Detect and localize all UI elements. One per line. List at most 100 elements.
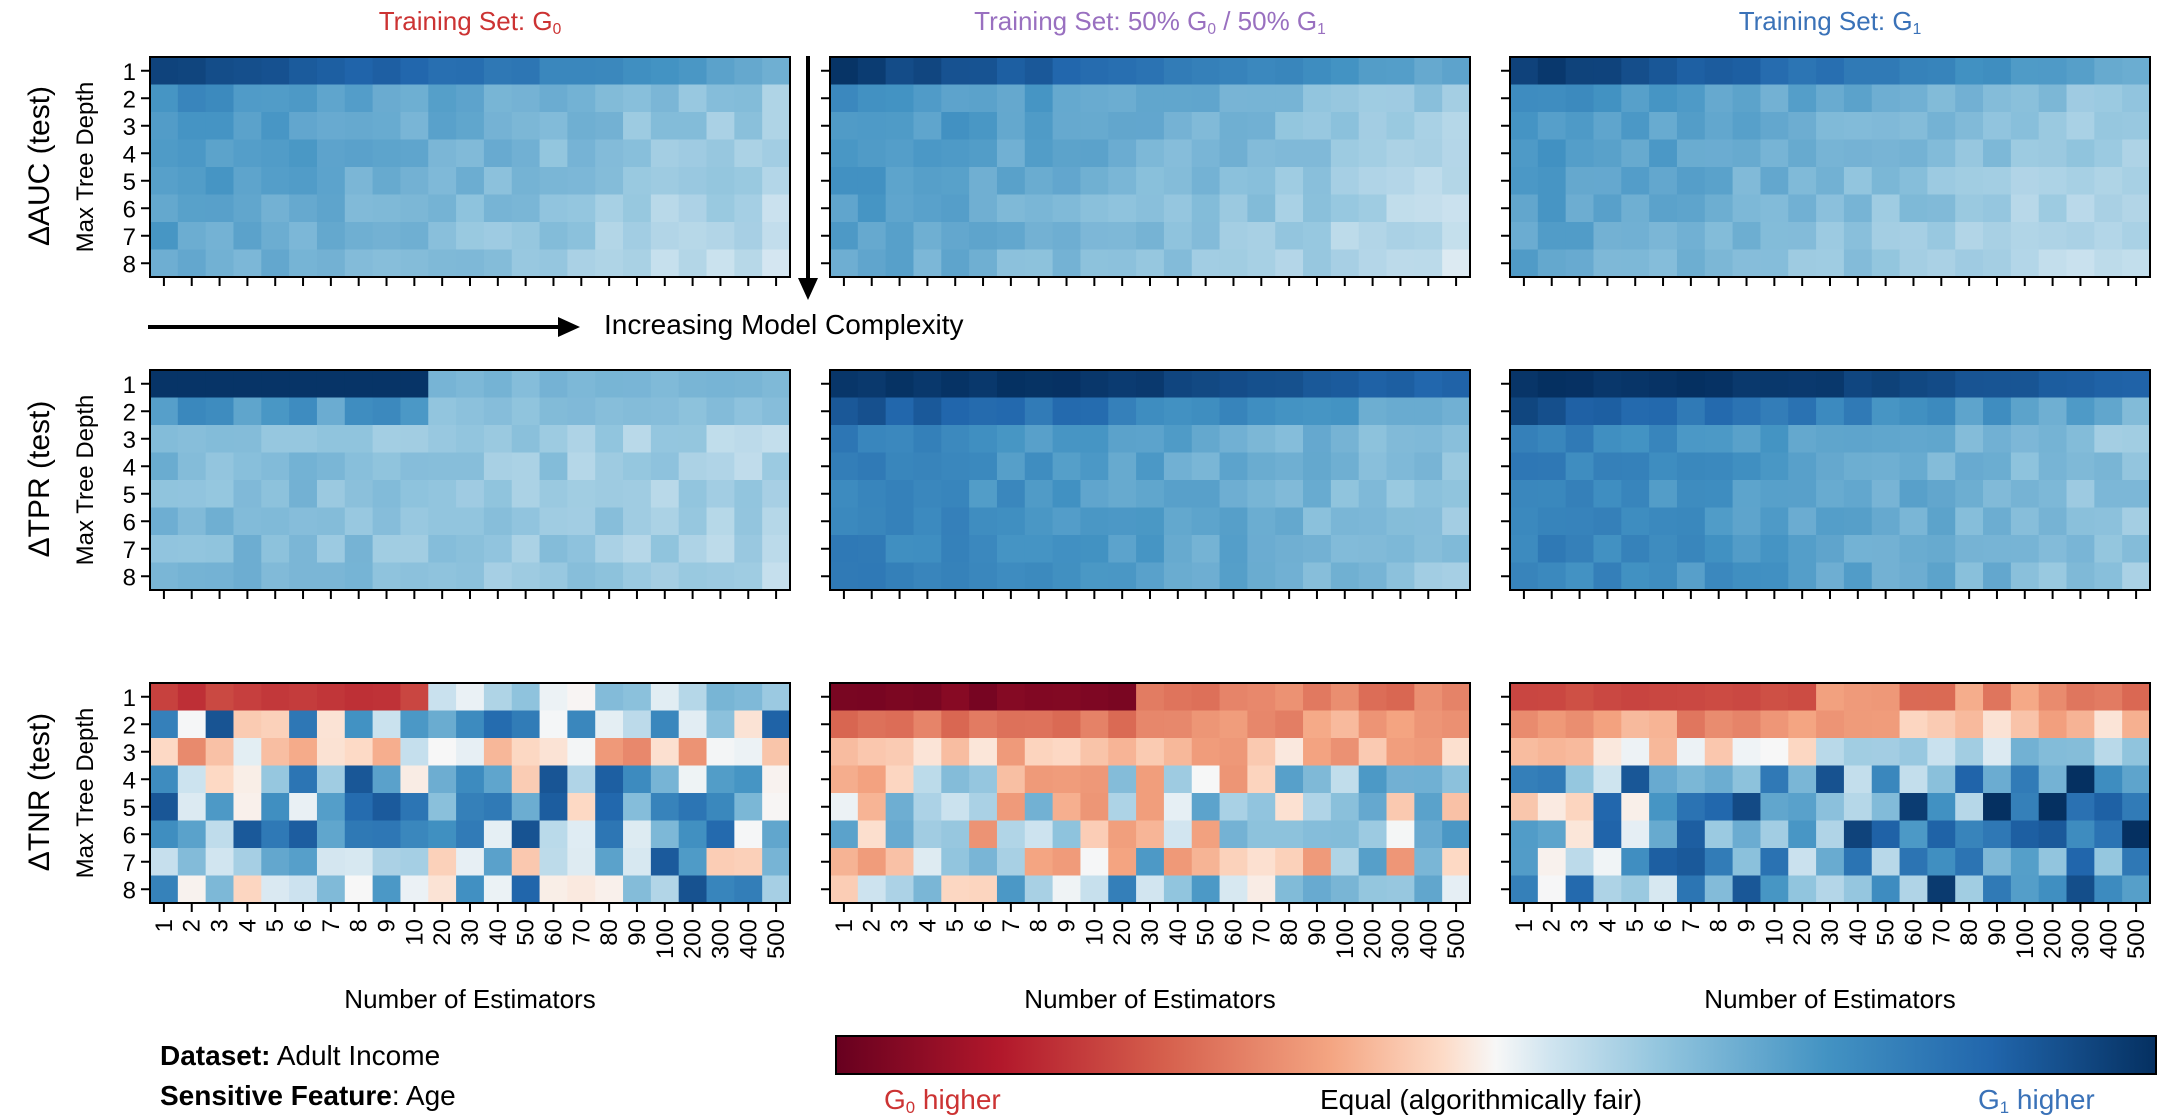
heatmap-cell (1386, 452, 1415, 481)
heatmap-cell (1136, 222, 1165, 251)
heatmap-cell (177, 249, 207, 278)
heatmap-cell (483, 452, 513, 481)
x-tick-label: 2 (1539, 919, 1566, 932)
heatmap-cell (316, 765, 346, 794)
heatmap-cell (177, 112, 207, 141)
heatmap-cell (1163, 84, 1193, 113)
heatmap-cell (428, 562, 457, 591)
heatmap-cell (1080, 112, 1109, 141)
x-tick-label: 1 (831, 919, 858, 932)
x-tick-label: 1 (151, 919, 178, 932)
heatmap-cell (1386, 738, 1415, 767)
x-tick-label: 200 (680, 919, 707, 959)
heatmap-cell (511, 535, 541, 564)
heatmap-cell (2094, 425, 2123, 454)
heatmap-cell (857, 820, 887, 849)
heatmap-cell (539, 249, 568, 278)
heatmap-cell (1219, 793, 1248, 822)
heatmap-cell (734, 793, 763, 822)
heatmap-cell (830, 84, 859, 113)
heatmap-cell (1843, 793, 1873, 822)
heatmap-cell (2094, 793, 2123, 822)
heatmap-cell (857, 738, 887, 767)
heatmap-cell (2122, 875, 2151, 904)
heatmap-cell (595, 507, 624, 536)
heatmap-cell (1899, 222, 1928, 251)
heatmap-cell (1080, 738, 1109, 767)
heatmap-cell (650, 397, 680, 426)
heatmap-cell (762, 452, 791, 481)
heatmap-cell (1052, 738, 1082, 767)
heatmap-cell (177, 765, 207, 794)
heatmap-cell (678, 480, 708, 509)
heatmap-cell (1247, 112, 1276, 141)
heatmap-cell (1510, 194, 1539, 223)
heatmap-cell (1386, 112, 1415, 141)
heatmap-cell (1303, 167, 1332, 196)
heatmap-cell (857, 480, 887, 509)
heatmap-cell (1927, 425, 1956, 454)
heatmap-cell (1732, 793, 1762, 822)
heatmap-cell (1358, 738, 1388, 767)
heatmap-cell (734, 562, 763, 591)
heatmap-cell (428, 535, 457, 564)
heatmap-cell (830, 167, 859, 196)
y-tick-label: 4 (123, 454, 136, 481)
heatmap-cell (762, 507, 791, 536)
heatmap-cell (678, 562, 708, 591)
heatmap-cell (1788, 875, 1817, 904)
heatmap-cell (1330, 507, 1360, 536)
heatmap-cell (1788, 112, 1817, 141)
heatmap-cell (2038, 738, 2068, 767)
heatmap-cell (2038, 57, 2068, 86)
heatmap-cell (1788, 710, 1817, 739)
heatmap-cell (1275, 820, 1304, 849)
heatmap-cell (372, 793, 402, 822)
heatmap-cell (1108, 820, 1137, 849)
heatmap-cell (205, 820, 235, 849)
heatmap-cell (1108, 848, 1137, 877)
heatmap-cell (344, 370, 374, 399)
heatmap-cell (996, 249, 1026, 278)
heatmap-cell (678, 507, 708, 536)
heatmap-cell (1955, 793, 1984, 822)
heatmap-cell (233, 397, 262, 426)
heatmap-cell (150, 425, 179, 454)
heatmap-cell (1983, 683, 2012, 712)
heatmap-cell (762, 57, 791, 86)
heatmap-cell (1442, 397, 1471, 426)
heatmap-cell (1760, 112, 1789, 141)
heatmap-cell (1593, 875, 1622, 904)
heatmap-cell (650, 848, 680, 877)
heatmap-cell (2066, 425, 2095, 454)
heatmap-cell (1593, 57, 1622, 86)
heatmap-cell (567, 507, 596, 536)
column-title: Training Set: G1 (1738, 6, 1922, 38)
heatmap-cell (1510, 738, 1539, 767)
heatmap-cell (1676, 848, 1706, 877)
heatmap-cell (428, 683, 457, 712)
heatmap-cell (400, 194, 429, 223)
heatmap-cell (1358, 535, 1388, 564)
heatmap-cell (1843, 710, 1873, 739)
heatmap-cell (428, 848, 457, 877)
heatmap-cell (233, 875, 262, 904)
heatmap-cell (1219, 112, 1248, 141)
heatmap-cell (177, 683, 207, 712)
heatmap-cell (734, 84, 763, 113)
heatmap-cell (1816, 425, 1845, 454)
heatmap-cell (1871, 683, 1901, 712)
heatmap-cell (1191, 370, 1221, 399)
x-tick-label: 40 (1845, 919, 1872, 946)
heatmap-cell (969, 249, 998, 278)
heatmap-cell (706, 535, 735, 564)
heatmap-cell (885, 425, 915, 454)
heatmap-cell (734, 112, 763, 141)
heatmap-cell (1816, 194, 1845, 223)
heatmap-cell (1565, 84, 1595, 113)
heatmap-cell (913, 683, 942, 712)
heatmap-cell (344, 480, 374, 509)
heatmap-cell (1358, 820, 1388, 849)
x-axis-label: Number of Estimators (344, 984, 596, 1014)
heatmap-cell (595, 139, 624, 168)
